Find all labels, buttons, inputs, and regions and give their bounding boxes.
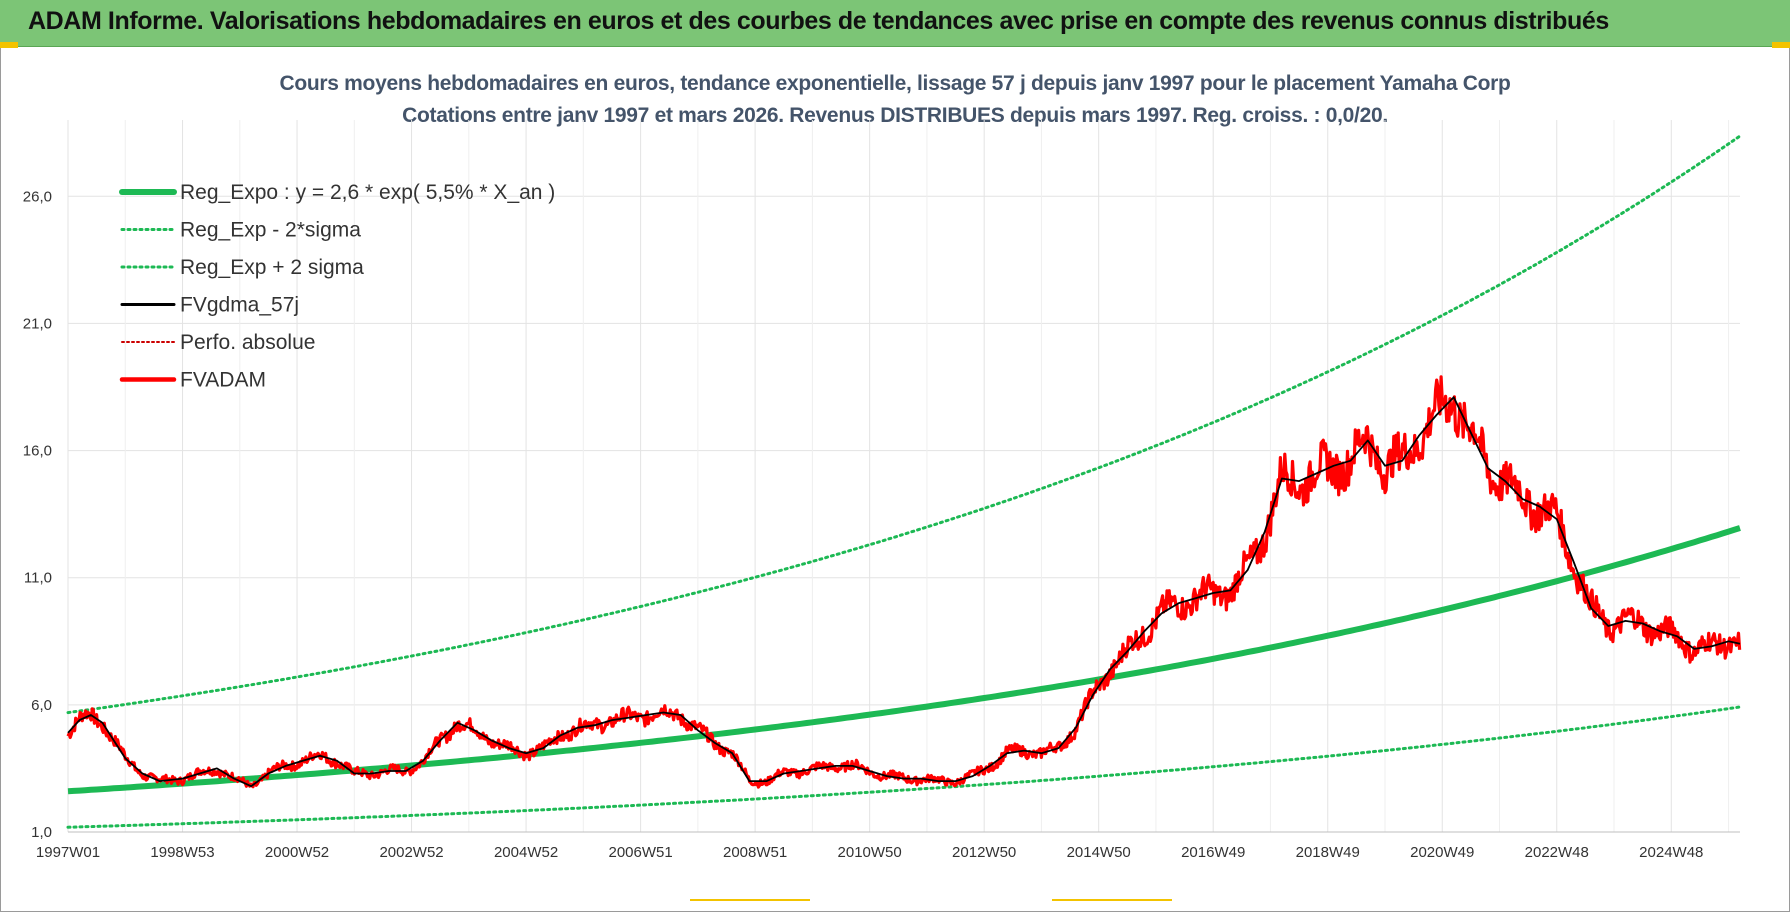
series-reg-expo xyxy=(67,525,1741,795)
x-tick-label: 2014W50 xyxy=(1067,844,1131,861)
x-tick-label: 2006W51 xyxy=(608,844,672,861)
legend-label: Reg_Expo : y = 2,6 * exp( 5,5% * X_an ) xyxy=(180,181,555,204)
series-fvadam xyxy=(66,375,1742,789)
corner-marker-left xyxy=(0,42,18,48)
series-reg-exp-minus-2sigma xyxy=(66,705,1742,829)
chart-subtitle: Cotations entre janv 1997 et mars 2026. … xyxy=(402,104,1388,127)
x-tick-label: 2024W48 xyxy=(1639,844,1703,861)
x-tick-label: 2010W50 xyxy=(838,844,902,861)
x-tick-label: 2012W50 xyxy=(952,844,1016,861)
header-banner: ADAM Informe. Valorisations hebdomadaire… xyxy=(0,0,1790,47)
y-tick-label: 16,0 xyxy=(23,443,52,460)
x-tick-label: 2000W52 xyxy=(265,844,329,861)
legend-label: Reg_Exp + 2 sigma xyxy=(180,256,364,279)
x-tick-label: 2004W52 xyxy=(494,844,558,861)
series-fvgdma-57j xyxy=(67,396,1741,788)
legend-label: FVADAM xyxy=(180,369,266,392)
legend-label: Reg_Exp - 2*sigma xyxy=(180,219,361,242)
banner-title: ADAM Informe. Valorisations hebdomadaire… xyxy=(28,7,1609,35)
chart-title: Cours moyens hebdomadaires en euros, ten… xyxy=(279,72,1511,95)
x-tick-label: 2022W48 xyxy=(1525,844,1589,861)
legend-label: FVgdma_57j xyxy=(180,294,299,317)
y-tick-label: 6,0 xyxy=(31,697,52,714)
x-tick-label: 2008W51 xyxy=(723,844,787,861)
series-reg-exp-plus-2sigma xyxy=(66,134,1742,715)
corner-marker-right xyxy=(1772,42,1790,48)
x-tick-label: 1997W01 xyxy=(36,844,100,861)
legend-label: Perfo. absolue xyxy=(180,331,315,354)
footer-accent-line xyxy=(690,899,810,901)
x-tick-label: 1998W53 xyxy=(150,844,214,861)
x-tick-label: 2016W49 xyxy=(1181,844,1245,861)
x-tick-label: 2020W49 xyxy=(1410,844,1474,861)
y-tick-label: 1,0 xyxy=(31,824,52,841)
footer-accent-line xyxy=(1052,899,1172,901)
x-tick-label: 2018W49 xyxy=(1296,844,1360,861)
y-tick-label: 11,0 xyxy=(24,570,52,587)
y-tick-label: 26,0 xyxy=(23,188,52,205)
y-tick-label: 21,0 xyxy=(23,315,52,332)
x-tick-label: 2002W52 xyxy=(379,844,443,861)
